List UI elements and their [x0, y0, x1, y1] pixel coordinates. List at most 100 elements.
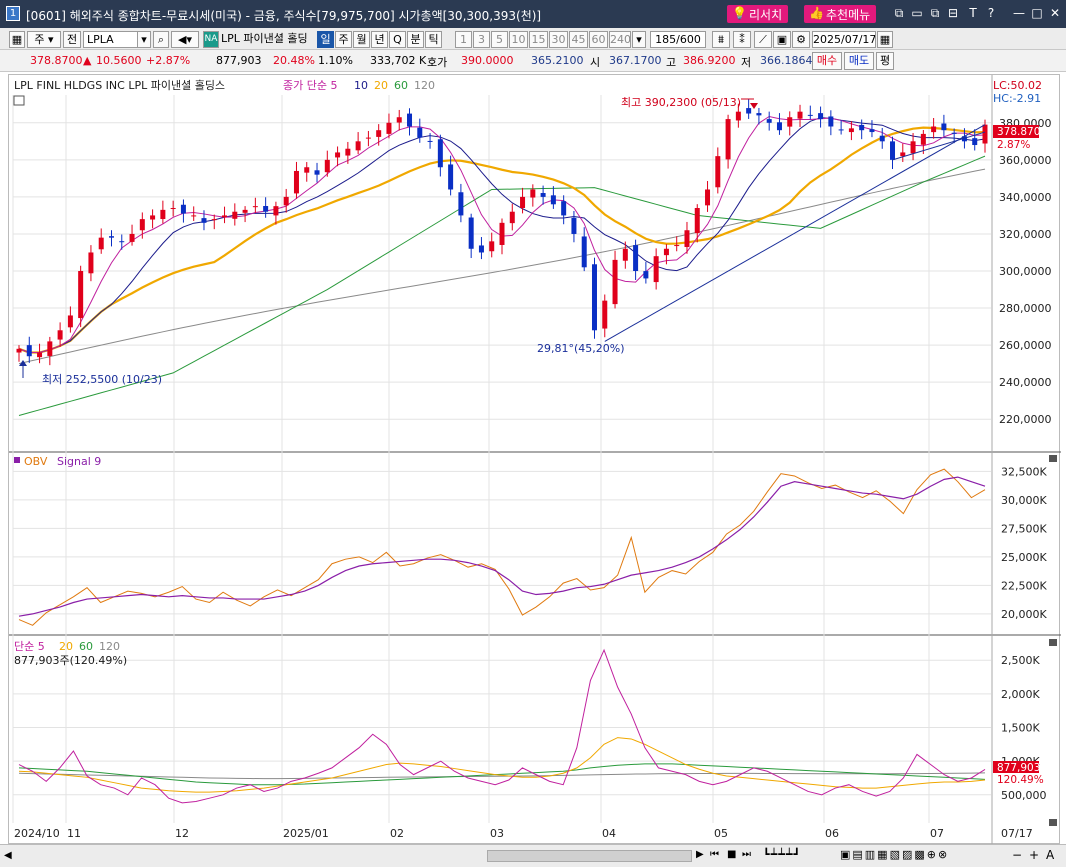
close-icon[interactable]: ✕ — [1049, 6, 1061, 20]
ma10-line — [18, 117, 986, 354]
volume-value: 877,903 — [216, 54, 262, 67]
date-field[interactable]: 2025/07/17 — [812, 31, 876, 48]
draw-tool-icon[interactable]: ⟋ — [754, 31, 772, 48]
buy-button[interactable]: 매수 — [812, 52, 842, 70]
cascade-icon[interactable]: ⧉ — [930, 6, 940, 20]
symbol-input[interactable]: LPLA — [83, 31, 151, 48]
candle-body — [108, 236, 114, 238]
tab-period-4[interactable]: Q — [389, 31, 406, 48]
chart-svg[interactable]: 2024/10 11 12 2025/01 02 03 04 05 06 07 07/17380,0… — [9, 75, 1061, 845]
forward-icon[interactable]: ⏭ — [742, 849, 751, 860]
vol-ma20-line — [18, 737, 986, 793]
play-icon[interactable]: ▶ — [696, 849, 704, 860]
tab-minute-10[interactable]: 10 — [509, 31, 528, 48]
legend-vol-ma20: 20 — [59, 640, 73, 653]
tile-icon[interactable]: ▭ — [911, 6, 923, 20]
tab-minute-3[interactable]: 3 — [473, 31, 490, 48]
candle-body — [263, 206, 269, 212]
zoom-out-icon[interactable]: − — [1012, 848, 1023, 862]
link-icon[interactable]: ⊟ — [947, 6, 959, 20]
legend-ma120: 120 — [414, 79, 435, 92]
research-button[interactable]: 💡 리서치 — [727, 5, 789, 23]
dock-icon[interactable]: ⧉ — [894, 6, 904, 20]
type-select[interactable]: 주 ▾ — [27, 31, 61, 48]
tab-minute-1[interactable]: 1 — [455, 31, 472, 48]
candle-body — [920, 133, 926, 145]
indicator-icon[interactable]: ⁑ — [733, 31, 751, 48]
zoom-in-icon[interactable]: + — [1029, 848, 1040, 862]
font-icon[interactable]: T — [969, 6, 977, 20]
tab-period-5[interactable]: 분 — [407, 31, 424, 48]
x-tick-label: 2025/01 — [283, 827, 329, 840]
table-icon[interactable] — [13, 95, 25, 106]
tab-minute-15[interactable]: 15 — [529, 31, 548, 48]
candle-body — [900, 152, 906, 157]
ask-label: 호가 — [427, 56, 448, 69]
candle-body — [931, 126, 937, 133]
recommend-menu-button[interactable]: 👍 추천메뉴 — [804, 5, 877, 23]
y-tick-label: 500,000 — [1001, 789, 1047, 802]
candle-body — [581, 236, 587, 268]
gear-icon[interactable]: ⚙ — [792, 31, 810, 48]
candle-body — [694, 208, 700, 234]
tab-minute-60[interactable]: 60 — [589, 31, 608, 48]
minimize-icon[interactable]: — — [1013, 6, 1025, 20]
chevron-down-icon[interactable]: ▾ — [137, 31, 151, 48]
candle-body — [561, 201, 567, 216]
grid-icon[interactable]: ▦ — [9, 31, 25, 48]
help-icon[interactable]: ? — [987, 6, 995, 20]
search-icon[interactable]: ⌕ — [153, 31, 169, 48]
candle-body — [273, 206, 279, 216]
tab-period-1[interactable]: 주 — [335, 31, 352, 48]
x-tick-label: 07/17 — [1001, 827, 1033, 840]
x-tick-label: 04 — [602, 827, 616, 840]
candle-type-icon[interactable]: ⩩ — [712, 31, 730, 48]
candle-body — [653, 256, 659, 283]
tab-minute-45[interactable]: 45 — [569, 31, 588, 48]
candle-body — [715, 156, 721, 188]
minute-dropdown-icon[interactable]: ▾ — [632, 31, 646, 48]
tab-minute-5[interactable]: 5 — [491, 31, 508, 48]
y-tick-label: 1,500K — [1001, 722, 1040, 735]
panel-maximize-icon[interactable] — [1049, 455, 1057, 462]
tab-period-6[interactable]: 틱 — [425, 31, 442, 48]
tab-minute-30[interactable]: 30 — [549, 31, 568, 48]
tab-minute-240[interactable]: 240 — [609, 31, 631, 48]
candle-body — [150, 215, 156, 220]
sell-button[interactable]: 매도 — [844, 52, 874, 70]
eval-button[interactable]: 평 — [876, 52, 894, 70]
auto-scale-icon[interactable]: A — [1046, 848, 1055, 862]
candle-body — [160, 209, 166, 220]
change-value: 10.5600 — [96, 54, 142, 67]
chart-area[interactable]: 2024/10 11 12 2025/01 02 03 04 05 06 07 07/17 380,0… — [8, 74, 1061, 845]
y-tick-label: 20,000K — [1001, 608, 1047, 621]
candle-body — [725, 119, 731, 160]
calendar-icon[interactable]: ▦ — [877, 31, 893, 48]
rewind-icon[interactable]: ⏮ — [710, 849, 719, 860]
volume-ma-panel — [18, 648, 986, 804]
candle-body — [838, 129, 844, 131]
na-badge: NA — [203, 31, 219, 48]
panel-maximize-icon[interactable] — [1049, 819, 1057, 826]
candle-body — [478, 245, 484, 253]
tab-period-0[interactable]: 일 — [317, 31, 334, 48]
x-tick-label: 05 — [714, 827, 728, 840]
tool-icons[interactable]: ▣▤▥▦▧▨▩⊕⊗ — [840, 848, 950, 861]
panel-maximize-icon[interactable] — [1049, 639, 1057, 646]
save-icon[interactable]: ▣ — [773, 31, 791, 48]
tab-period-2[interactable]: 월 — [353, 31, 370, 48]
candle-body — [386, 122, 392, 134]
y-tick-label: 300,0000 — [999, 265, 1052, 278]
scrollbar-thumb[interactable] — [487, 850, 692, 862]
ma60-line — [18, 155, 986, 416]
high-marker-arrow — [750, 103, 758, 109]
full-button[interactable]: 전 — [63, 31, 81, 48]
candle-body — [67, 315, 73, 328]
sound-icon[interactable]: ◀▾ — [171, 31, 199, 48]
maximize-icon[interactable]: □ — [1031, 6, 1043, 20]
ruler-icon[interactable]: ┗┷┷┷┛ — [763, 848, 802, 861]
scroll-left-icon[interactable]: ◀ — [4, 850, 12, 861]
count-field[interactable]: 185/600 — [650, 31, 706, 48]
tab-period-3[interactable]: 년 — [371, 31, 388, 48]
stop-icon[interactable]: ■ — [727, 849, 737, 860]
